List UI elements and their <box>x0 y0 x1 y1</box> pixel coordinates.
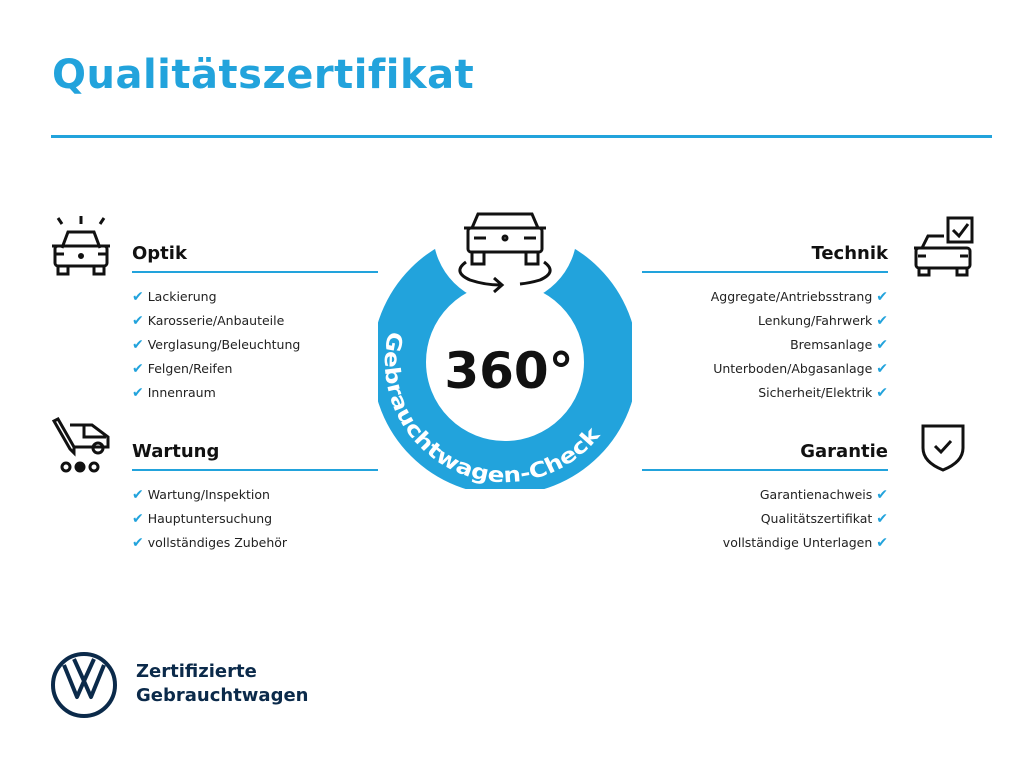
section-garantie: Garantie Garantienachweis ✔ Qualitätszer… <box>642 440 888 555</box>
section-heading: Garantie <box>800 441 888 462</box>
vw-logo <box>51 652 117 718</box>
list-item: ✔ Karosserie/Anbauteile <box>132 313 285 329</box>
check-icon: ✔ <box>132 511 144 527</box>
section-heading: Technik <box>811 243 888 264</box>
section-divider <box>132 271 378 273</box>
footer-line1: Zertifizierte <box>136 661 257 682</box>
title-divider <box>51 135 992 138</box>
check-icon: ✔ <box>876 313 888 329</box>
footer-text: Zertifizierte Gebrauchtwagen <box>136 660 308 708</box>
page-title: Qualitätszertifikat <box>52 52 475 98</box>
list-item: Sicherheit/Elektrik ✔ <box>758 385 888 401</box>
check-icon: ✔ <box>876 289 888 305</box>
footer-line2: Gebrauchtwagen <box>136 685 309 706</box>
car-rotate-icon <box>458 212 552 294</box>
section-heading: Optik <box>132 243 187 264</box>
list-item: ✔ Innenraum <box>132 385 216 401</box>
list-item: Bremsanlage ✔ <box>790 337 888 353</box>
check-icon: ✔ <box>132 487 144 503</box>
badge-ring <box>372 229 638 495</box>
check-icon: ✔ <box>132 361 144 377</box>
check-icon: ✔ <box>876 361 888 377</box>
list-item: Qualitätszertifikat ✔ <box>760 511 888 527</box>
list-item: ✔ Lackierung <box>132 289 217 305</box>
check-icon: ✔ <box>876 337 888 353</box>
check-icon: ✔ <box>876 535 888 551</box>
car-checkbox-icon <box>914 216 974 277</box>
section-technik: Technik Aggregate/Antriebsstrang ✔ Lenku… <box>642 242 888 405</box>
check-icon: ✔ <box>132 385 144 401</box>
list-item: ✔ Verglasung/Beleuchtung <box>132 337 301 353</box>
section-divider <box>132 469 378 471</box>
section-divider <box>642 469 888 471</box>
section-heading: Wartung <box>132 441 220 462</box>
list-item: ✔ vollständiges Zubehör <box>132 535 288 551</box>
list-item: Unterboden/Abgasanlage ✔ <box>713 361 888 377</box>
section-optik: Optik ✔ Lackierung ✔ Karosserie/Anbautei… <box>132 242 378 405</box>
check-icon: ✔ <box>132 289 144 305</box>
list-item: ✔ Felgen/Reifen <box>132 361 233 377</box>
list-item: Lenkung/Fahrwerk ✔ <box>758 313 888 329</box>
list-item: Garantienachweis ✔ <box>759 487 888 503</box>
check-icon: ✔ <box>132 313 144 329</box>
list-item: vollständige Unterlagen ✔ <box>722 535 888 551</box>
list-item: Aggregate/Antriebsstrang ✔ <box>710 289 888 305</box>
section-divider <box>642 271 888 273</box>
shield-check-icon <box>921 424 965 472</box>
maintenance-van-icon <box>51 417 110 473</box>
check-icon: ✔ <box>132 535 144 551</box>
check-icon: ✔ <box>876 487 888 503</box>
badge-360-text: 360° <box>444 342 573 400</box>
car-lights-icon <box>52 216 110 276</box>
check-icon: ✔ <box>876 385 888 401</box>
section-wartung: Wartung ✔ Wartung/Inspektion ✔ Hauptunte… <box>132 440 378 555</box>
check-icon: ✔ <box>876 511 888 527</box>
list-item: ✔ Wartung/Inspektion <box>132 487 270 503</box>
list-item: ✔ Hauptuntersuchung <box>132 511 273 527</box>
check-icon: ✔ <box>132 337 144 353</box>
